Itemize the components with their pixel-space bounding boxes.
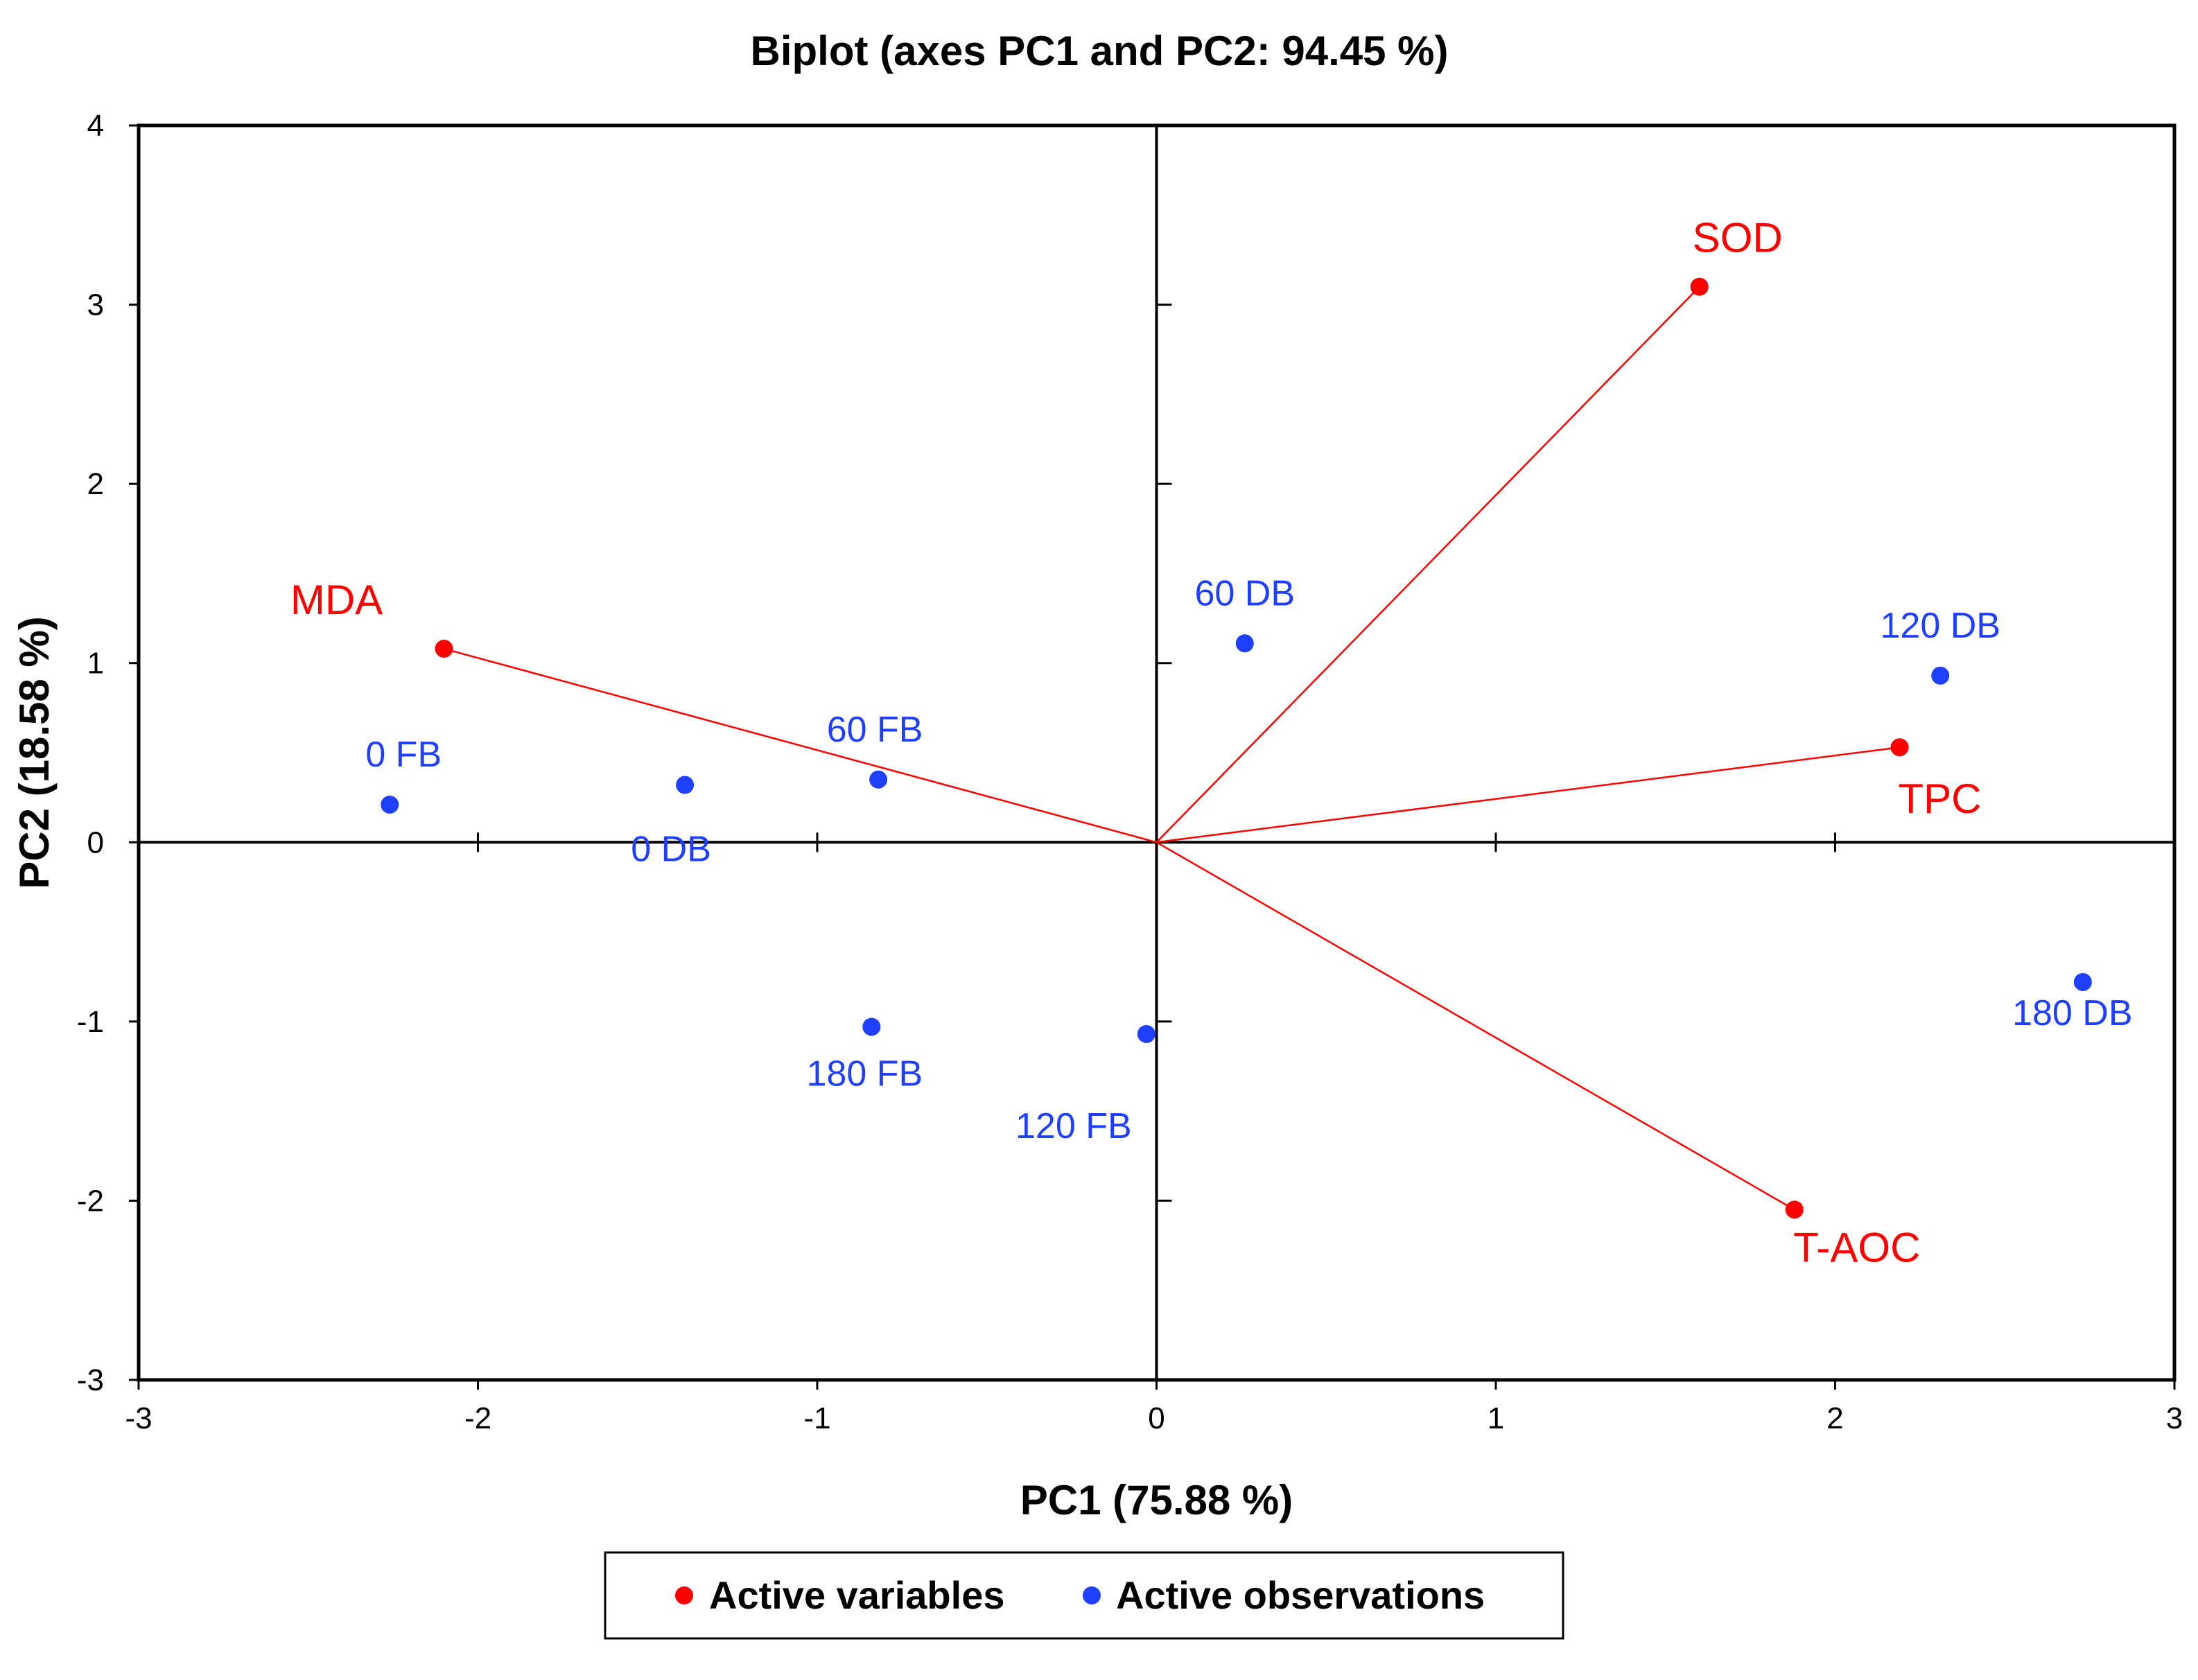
x-tick-label: 2 [1826, 1401, 1843, 1435]
observation-point-60-db [1235, 634, 1254, 653]
variable-vector-mda [444, 647, 1157, 843]
observation-point-60-fb [869, 770, 888, 789]
observation-label-120-fb: 120 FB [1015, 1106, 1132, 1146]
variable-vector-t-aoc [1155, 841, 1795, 1211]
x-tick-label: 3 [2166, 1401, 2183, 1435]
variable-point-tpc [1890, 738, 1909, 757]
observation-label-180-db: 180 DB [2012, 993, 2132, 1033]
legend: Active variables Active observations [604, 1551, 1564, 1640]
legend-variables-marker [675, 1586, 693, 1604]
y-axis-label: PC2 (18.58 %) [11, 616, 58, 889]
x-axis-label: PC1 (75.88 %) [1020, 1477, 1293, 1523]
variable-label-t-aoc: T-AOC [1793, 1224, 1920, 1270]
variable-point-sod [1690, 277, 1709, 296]
variable-label-mda: MDA [290, 577, 383, 623]
legend-variables-label: Active variables [709, 1573, 1004, 1617]
observation-label-0-fb: 0 FB [365, 735, 442, 775]
variable-vector-tpc [1156, 746, 1900, 843]
legend-observations-label: Active observations [1116, 1573, 1485, 1617]
y-tick-label: 4 [87, 109, 104, 143]
y-tick-label: -3 [77, 1363, 104, 1397]
legend-observations-marker [1083, 1586, 1101, 1604]
y-tick-label: 3 [87, 288, 104, 322]
x-tick-label: -2 [464, 1401, 491, 1435]
variable-point-mda [435, 640, 453, 658]
variable-label-sod: SOD [1693, 215, 1783, 261]
x-tick-label: -3 [125, 1401, 152, 1435]
observation-label-180-fb: 180 FB [806, 1054, 923, 1094]
observation-point-120-fb [1137, 1024, 1155, 1043]
x-tick-label: 1 [1488, 1401, 1504, 1435]
y-tick-label: 0 [87, 825, 104, 859]
chart-title: Biplot (axes PC1 and PC2: 94.45 %) [751, 28, 1449, 74]
x-tick-label: 0 [1148, 1401, 1165, 1435]
y-tick-label: -2 [77, 1184, 104, 1218]
y-tick-label: -1 [77, 1005, 104, 1039]
plot-area: -3 -2 -1 0 1 2 3 -3 -2 -1 0 1 2 3 4 SOD MDA TPC T-AOC 60 DB… [77, 109, 2183, 1435]
observation-point-180-fb [862, 1017, 881, 1036]
observation-point-0-db [676, 776, 695, 794]
observation-point-0-fb [381, 795, 399, 814]
observation-point-120-db [1931, 666, 1950, 685]
observation-label-120-db: 120 DB [1881, 606, 2000, 646]
observation-label-60-db: 60 DB [1195, 573, 1296, 613]
variable-label-tpc: TPC [1899, 776, 1982, 822]
variable-point-t-aoc [1785, 1200, 1804, 1219]
y-tick-label: 2 [87, 467, 104, 501]
y-tick-label: 1 [87, 647, 104, 681]
observation-label-0-db: 0 DB [631, 830, 711, 870]
x-tick-label: -1 [803, 1401, 830, 1435]
observation-label-60-fb: 60 FB [827, 710, 923, 750]
variable-vector-sod [1155, 286, 1700, 843]
observation-point-180-db [2073, 972, 2092, 991]
